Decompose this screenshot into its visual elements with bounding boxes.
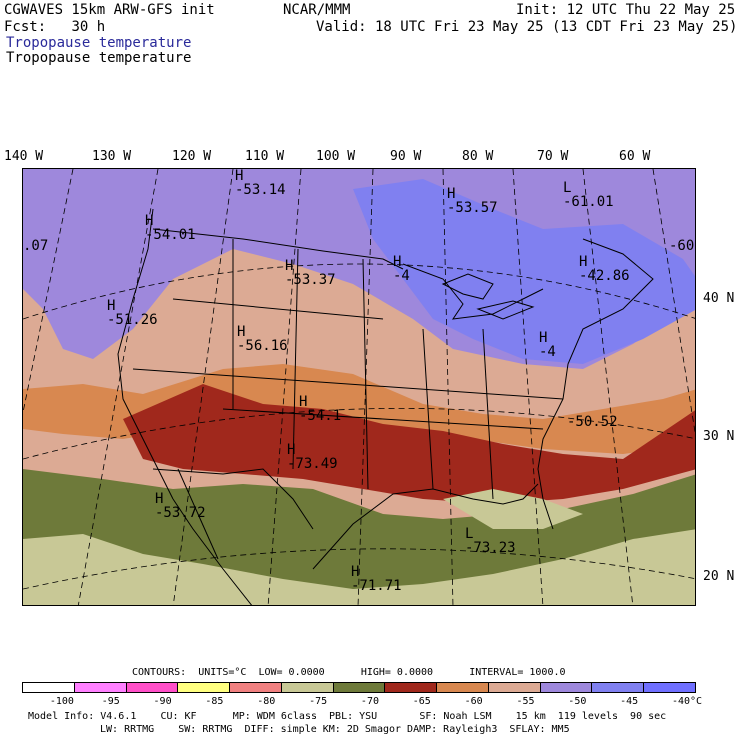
forecast-label: Fcst: 30 h xyxy=(4,19,106,35)
lat-label: 20 N xyxy=(703,569,735,584)
map-extremum-label: H -4 xyxy=(539,330,556,360)
map-extremum-label: H -73.49 xyxy=(287,442,338,472)
map-value-label: .07 xyxy=(23,238,49,254)
colorbar-swatch xyxy=(592,683,645,692)
colorbar-tick-label: -95 xyxy=(101,696,120,707)
contours-info: CONTOURS: UNITS=°C LOW= 0.0000 HIGH= 0.0… xyxy=(132,667,566,678)
lon-label: 110 W xyxy=(245,149,285,164)
map-extremum-label: H -53.57 xyxy=(447,186,498,216)
colorbar-unit: °C xyxy=(690,696,703,707)
lon-label: 130 W xyxy=(92,149,132,164)
map-extremum-label: H -54.01 xyxy=(145,213,196,243)
map-extremum-label: L -73.23 xyxy=(465,526,516,556)
map-value-label: -50.52 xyxy=(567,414,618,430)
field-title-shaded: Tropopause temperature xyxy=(6,35,192,51)
lon-label: 140 W xyxy=(4,149,44,164)
colorbar-tick-label: -70 xyxy=(360,696,379,707)
map-extremum-label: H -53.72 xyxy=(155,491,206,521)
map-extremum-label: H -53.37 xyxy=(285,258,336,288)
colorbar-swatch xyxy=(126,683,179,692)
colorbar-swatch xyxy=(74,683,127,692)
colorbar-tick-label: -90 xyxy=(153,696,172,707)
map-graphic xyxy=(23,169,695,605)
map-extremum-label: H -56.16 xyxy=(237,324,288,354)
map-extremum-label: H -53.14 xyxy=(235,168,286,198)
map-extremum-label: H -4 xyxy=(393,254,410,284)
colorbar-swatch xyxy=(333,683,386,692)
map-extremum-label: H -51.26 xyxy=(107,298,158,328)
colorbar-swatch xyxy=(540,683,593,692)
lon-label: 80 W xyxy=(462,149,494,164)
colorbar xyxy=(22,682,696,693)
colorbar-swatch xyxy=(644,683,695,692)
lon-label: 90 W xyxy=(390,149,422,164)
colorbar-swatch xyxy=(281,683,334,692)
lat-label: 40 N xyxy=(703,291,735,306)
lon-label: 70 W xyxy=(537,149,569,164)
tropopause-temperature-map: H -53.14 H -53.57 L -61.01 H -54.01 .07 -60 … xyxy=(22,168,696,606)
init-time: Init: 12 UTC Thu 22 May 25 xyxy=(516,2,736,18)
colorbar-tick-label: -60 xyxy=(464,696,483,707)
colorbar-swatch xyxy=(23,683,75,692)
organization: NCAR/MMM xyxy=(283,2,351,18)
model-info-line1: Model Info: V4.6.1 CU: KF MP: WDM 6class… xyxy=(28,711,667,722)
colorbar-swatch xyxy=(178,683,231,692)
colorbar-swatch xyxy=(488,683,541,692)
map-extremum-label: L -61.01 xyxy=(563,180,614,210)
colorbar-tick-label: -65 xyxy=(412,696,431,707)
model-info-line2: LW: RRTMG SW: RRTMG DIFF: simple KM: 2D … xyxy=(100,724,570,735)
colorbar-swatch xyxy=(230,683,282,692)
colorbar-tick-label: -85 xyxy=(205,696,224,707)
field-title-contour: Tropopause temperature xyxy=(6,50,192,66)
lon-label: 100 W xyxy=(316,149,356,164)
colorbar-tick-label: -50 xyxy=(568,696,587,707)
lon-label: 60 W xyxy=(619,149,651,164)
colorbar-tick-label: -100 xyxy=(49,696,74,707)
colorbar-tick-label: -40 xyxy=(672,696,691,707)
valid-time: Valid: 18 UTC Fri 23 May 25 (13 CDT Fri … xyxy=(316,19,738,35)
lon-label: 120 W xyxy=(172,149,212,164)
map-extremum-label: H -71.71 xyxy=(351,564,402,594)
colorbar-tick-label: -80 xyxy=(257,696,276,707)
map-extremum-label: H -42.86 xyxy=(579,254,630,284)
map-extremum-label: H -54.1 xyxy=(299,394,342,424)
colorbar-tick-label: -75 xyxy=(309,696,328,707)
colorbar-swatch xyxy=(385,683,438,692)
lat-label: 30 N xyxy=(703,429,735,444)
colorbar-tick-label: -45 xyxy=(620,696,639,707)
map-value-label: -60 xyxy=(669,238,695,254)
model-title: CGWAVES 15km ARW-GFS init xyxy=(4,2,215,18)
colorbar-swatch xyxy=(437,683,489,692)
colorbar-tick-label: -55 xyxy=(516,696,535,707)
